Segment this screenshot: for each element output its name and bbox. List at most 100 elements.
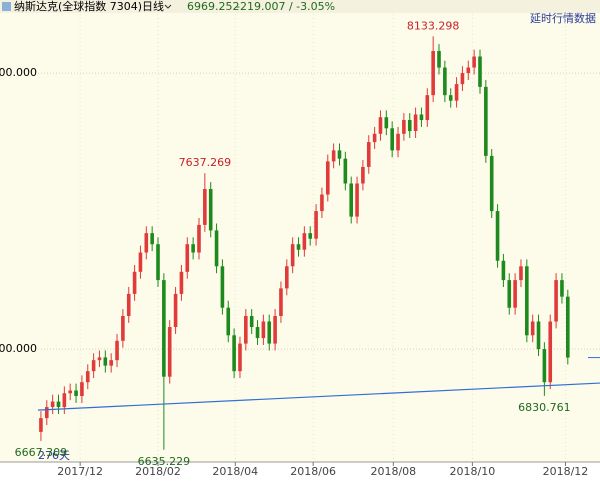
candle-body	[501, 260, 506, 281]
candle-body	[185, 244, 190, 272]
candle-body	[273, 315, 277, 344]
candle-body	[226, 307, 231, 336]
candle-body	[203, 189, 207, 225]
candle-body	[109, 360, 113, 366]
candle-body	[525, 266, 529, 336]
x-tick-label: 2018/06	[290, 465, 336, 478]
candle-body	[308, 233, 313, 239]
candle-body	[466, 67, 471, 74]
candle-body	[554, 280, 558, 322]
candle-body	[249, 315, 254, 328]
trendline	[37, 382, 600, 411]
candle-body	[50, 401, 55, 408]
candle-body	[513, 280, 517, 308]
candle-body	[448, 95, 453, 101]
candle-body	[495, 211, 500, 261]
candle-body	[530, 321, 535, 336]
x-tick-label: 2018/04	[212, 465, 258, 478]
candle-body	[407, 119, 412, 132]
candle-body	[454, 84, 459, 101]
x-tick-label: 2017/12	[57, 465, 103, 478]
candle-body	[121, 315, 125, 341]
candle-body	[80, 382, 84, 397]
candle-body	[325, 161, 330, 195]
candle-body	[560, 280, 564, 297]
y-tick-label: 8000.000	[0, 66, 37, 79]
candle-body	[425, 95, 430, 120]
candle-body	[285, 266, 289, 289]
candle-body	[536, 321, 541, 350]
change: -219.007 / -3.05%	[236, 0, 335, 13]
candle-body	[337, 150, 342, 159]
candle-body	[542, 349, 547, 383]
candle-body	[489, 155, 494, 212]
candle-body	[179, 271, 184, 294]
x-tick-label: 2018/12	[543, 465, 589, 478]
candle-body	[74, 390, 78, 397]
candle-body	[402, 119, 406, 134]
x-tick-label: 2018/08	[370, 465, 416, 478]
price: 6969.252	[187, 0, 240, 13]
x-tick-label: 2018/02	[135, 465, 181, 478]
candle-body	[255, 327, 260, 339]
candle-body	[484, 86, 488, 156]
candle-body	[566, 296, 570, 358]
candle-body	[191, 244, 195, 253]
candle-body	[290, 244, 295, 267]
extreme-label: 6635.229	[138, 455, 191, 468]
candle-body	[355, 183, 359, 217]
header-bar	[0, 0, 600, 13]
candle-body	[413, 114, 418, 132]
candle-body	[244, 315, 248, 344]
candle-body	[126, 293, 131, 316]
candle-body	[320, 194, 324, 212]
candle-body	[156, 244, 160, 281]
candle-body	[85, 371, 90, 383]
extreme-label: 6667.309	[15, 446, 68, 459]
candle-body	[138, 252, 143, 272]
candle-body	[472, 56, 476, 68]
icon	[2, 2, 11, 11]
candle-body	[361, 166, 365, 184]
candle-body	[214, 230, 219, 267]
candle-body	[548, 321, 553, 383]
candle-body	[238, 343, 242, 372]
instrument: 纳斯达克(全球指数 7304)	[14, 0, 142, 13]
candle-body	[296, 244, 301, 250]
candle-body	[44, 407, 49, 419]
candle-body	[56, 401, 61, 408]
candle-body	[279, 288, 283, 316]
candle-body	[91, 360, 96, 372]
candle-body	[384, 117, 389, 129]
candle-body	[419, 114, 424, 120]
dropdown-caret[interactable]	[164, 4, 172, 9]
notice: 延时行情数据	[530, 11, 596, 25]
candle-body	[62, 393, 67, 408]
candle-body	[507, 280, 512, 308]
candle-body	[150, 233, 154, 245]
extreme-label: 7637.269	[179, 156, 232, 169]
candle-body	[208, 189, 213, 231]
candle-body	[132, 271, 137, 294]
candle-body	[331, 150, 336, 162]
candle-body	[39, 418, 43, 432]
candle-body	[103, 357, 108, 366]
candle-body	[197, 224, 201, 253]
candle-body	[97, 357, 102, 361]
candle-body	[343, 158, 348, 184]
candle-body	[478, 56, 482, 87]
candle-body	[267, 321, 272, 344]
candle-body	[162, 280, 166, 377]
period: 日线	[142, 0, 164, 13]
candle-body	[261, 321, 266, 339]
candle-body	[115, 340, 119, 361]
candle-body	[437, 50, 441, 68]
candle-body	[173, 293, 178, 328]
candle-body	[220, 266, 225, 308]
candle-body	[431, 50, 435, 96]
candle-body	[396, 133, 400, 151]
candle-body	[460, 73, 465, 85]
candle-body	[366, 142, 371, 167]
candle-body	[519, 266, 523, 281]
